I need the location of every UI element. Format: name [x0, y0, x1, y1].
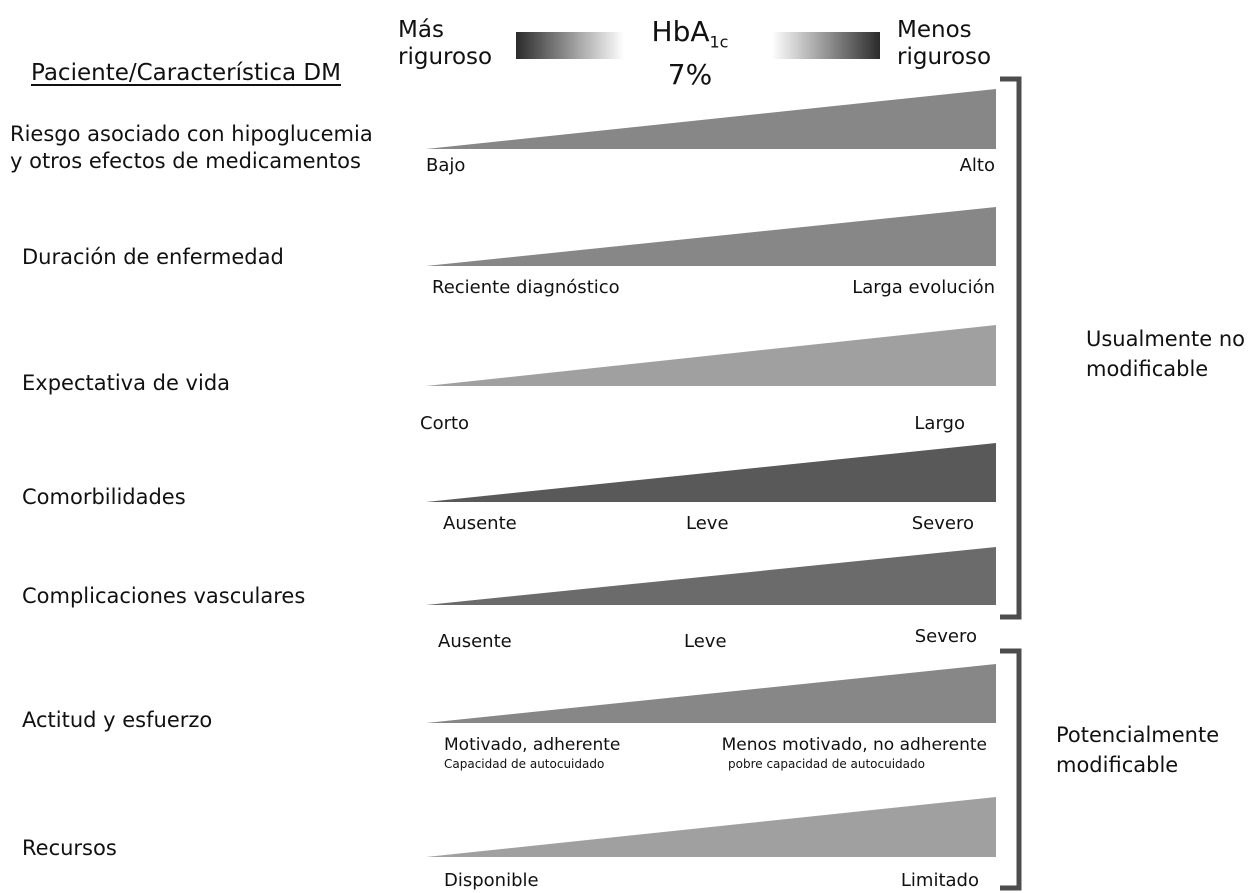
row-label-life-expectancy: Expectativa de vida	[22, 371, 231, 395]
gradient-bar-left	[516, 32, 624, 59]
row-label-attitude-effort: Actitud y esfuerzo	[22, 708, 213, 732]
row-1-low-label: Reciente diagnóstico	[432, 277, 620, 298]
row-0-high-label: Alto	[959, 155, 995, 176]
row-label-vascular-complications: Complicaciones vasculares	[22, 584, 306, 608]
less-strict-label: Menos riguroso	[897, 17, 992, 70]
wedge-scale-6	[426, 797, 996, 857]
row-2-high-label: Largo	[914, 413, 965, 434]
wedge-scale-3	[426, 443, 996, 502]
group-label-modifiable: Potencialmente modificable	[1056, 723, 1220, 777]
more-strict-label: Más riguroso	[398, 17, 493, 70]
row-5-low-label: Motivado, adherente	[444, 735, 621, 755]
row-label-hypoglycemia-risk: Riesgo asociado con hipoglucemia y otros…	[10, 122, 373, 173]
row-6-low-label: Disponible	[444, 870, 539, 891]
row-3-mid-label: Leve	[686, 513, 729, 534]
row-4-high-label: Severo	[914, 626, 977, 647]
row-3-low-label: Ausente	[443, 513, 517, 534]
row-1-high-label: Larga evolución	[852, 277, 995, 298]
row-4-mid-label: Leve	[684, 631, 727, 652]
row-4-low-label: Ausente	[438, 631, 512, 652]
wedge-scale-5	[426, 664, 996, 723]
wedge-scale-0	[426, 89, 996, 149]
wedge-scale-2	[426, 325, 996, 386]
row-5-high-sublabel: pobre capacidad de autocuidado	[728, 757, 925, 771]
group-label-not-modifiable: Usualmente no modificable	[1086, 327, 1245, 381]
bracket-upper	[1000, 76, 1022, 620]
row-2-low-label: Corto	[420, 413, 470, 434]
hba1c-target: HbA1c 7%	[651, 15, 729, 91]
wedge-scale-4	[426, 547, 996, 605]
row-0-low-label: Bajo	[426, 155, 466, 176]
row-label-resources: Recursos	[22, 836, 117, 860]
row-6-high-label: Limitado	[900, 870, 979, 891]
row-3-high-label: Severo	[911, 513, 974, 534]
row-5-low-sublabel: Capacidad de autocuidado	[444, 757, 605, 771]
gradient-bar-right	[772, 32, 880, 59]
row-label-comorbidities: Comorbilidades	[22, 485, 186, 509]
bracket-lower	[1000, 648, 1022, 891]
wedge-scale-1	[426, 207, 996, 266]
row-5-high-label: Menos motivado, no adherente	[721, 735, 987, 755]
row-label-disease-duration: Duración de enfermedad	[22, 245, 284, 269]
column-title: Paciente/Característica DM	[31, 60, 341, 86]
